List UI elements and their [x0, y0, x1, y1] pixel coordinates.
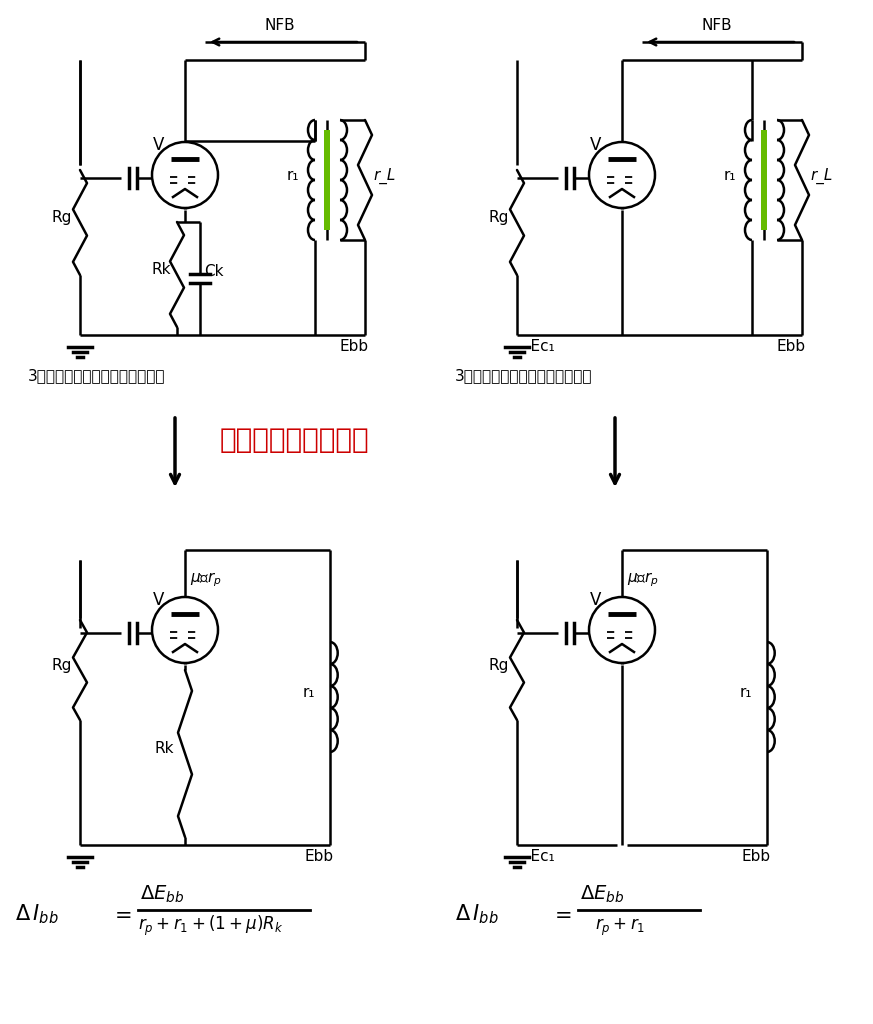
- Circle shape: [589, 597, 655, 663]
- Text: r₁: r₁: [303, 685, 315, 700]
- Text: $r_p+r_1+(1+\mu)R_k$: $r_p+r_1+(1+\mu)R_k$: [138, 913, 284, 938]
- Text: Ebb: Ebb: [340, 339, 369, 354]
- Text: $=$: $=$: [110, 904, 132, 924]
- Text: -Ec₁: -Ec₁: [525, 849, 554, 864]
- Text: r_L: r_L: [373, 168, 395, 184]
- Text: Ebb: Ebb: [742, 849, 771, 864]
- Circle shape: [152, 597, 218, 663]
- Text: Ebb: Ebb: [305, 849, 334, 864]
- Text: r_L: r_L: [810, 168, 832, 184]
- Text: 3極管　自己バイアスの出力回路: 3極管 自己バイアスの出力回路: [28, 368, 166, 383]
- Text: r₁: r₁: [287, 168, 299, 183]
- Text: $\mu$，$r_p$: $\mu$，$r_p$: [627, 570, 659, 589]
- Text: V: V: [590, 591, 601, 609]
- Text: $=$: $=$: [550, 904, 572, 924]
- Text: $\Delta E_{bb}$: $\Delta E_{bb}$: [580, 884, 624, 905]
- Bar: [324, 130, 330, 230]
- Text: $\Delta\, I_{bb}$: $\Delta\, I_{bb}$: [455, 902, 498, 926]
- Text: $r_p+r_1$: $r_p+r_1$: [595, 916, 645, 938]
- Circle shape: [589, 142, 655, 208]
- Text: $\Delta E_{bb}$: $\Delta E_{bb}$: [140, 884, 184, 905]
- Text: NFB: NFB: [265, 18, 296, 33]
- Text: Rg: Rg: [52, 658, 72, 673]
- Text: 3極管　固定バイアスの出力回路: 3極管 固定バイアスの出力回路: [455, 368, 593, 383]
- Text: $\Delta\, I_{bb}$: $\Delta\, I_{bb}$: [15, 902, 58, 926]
- Text: $\mu$，$r_p$: $\mu$，$r_p$: [190, 570, 222, 589]
- Text: V: V: [153, 591, 164, 609]
- Text: Ck: Ck: [204, 264, 223, 279]
- Circle shape: [152, 142, 218, 208]
- Text: Ebb: Ebb: [777, 339, 806, 354]
- Text: r₁: r₁: [740, 685, 753, 700]
- Text: Rk: Rk: [155, 741, 175, 756]
- Text: Rg: Rg: [489, 210, 509, 225]
- Text: r₁: r₁: [724, 168, 737, 183]
- Text: NFB: NFB: [702, 18, 732, 33]
- Text: Rg: Rg: [52, 210, 72, 225]
- Text: Rg: Rg: [489, 658, 509, 673]
- Text: Rk: Rk: [152, 262, 171, 278]
- Text: V: V: [590, 136, 601, 154]
- Text: V: V: [153, 136, 164, 154]
- Bar: [761, 130, 767, 230]
- Text: 無信号時の等価回路: 無信号時の等価回路: [220, 426, 369, 454]
- Text: -Ec₁: -Ec₁: [525, 339, 554, 354]
